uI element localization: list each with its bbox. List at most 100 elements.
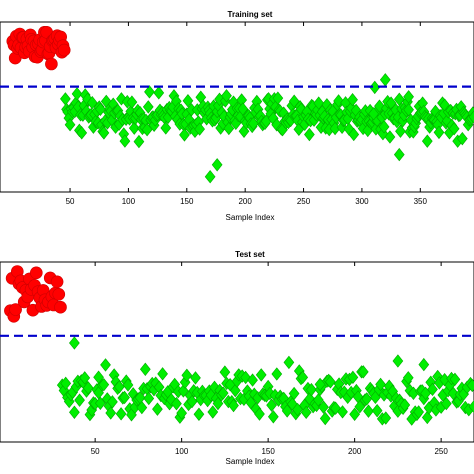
x-tick-label: 350 (414, 197, 428, 206)
green-diamond-point (142, 100, 154, 114)
green-diamond-point (69, 336, 80, 350)
x-tick-label: 250 (434, 447, 448, 456)
x-tick-label: 100 (122, 197, 136, 206)
red-circle-point (57, 43, 71, 57)
green-diamond-point (223, 121, 235, 136)
green-diamond-point (384, 130, 396, 144)
x-tick-label: 300 (355, 197, 369, 206)
green-diamond-point (347, 370, 359, 385)
x-tick-label: 250 (297, 197, 311, 206)
green-diamond-point (193, 407, 205, 421)
green-diamond-point (228, 398, 239, 413)
green-diamond-point (74, 393, 85, 407)
green-diamond-point (313, 96, 325, 110)
green-diamond-point (221, 89, 232, 103)
green-diamond-point (413, 405, 424, 419)
green-diamond-point (171, 396, 182, 411)
green-diamond-point (314, 377, 326, 392)
green-diamond-point (363, 404, 374, 418)
red-circle-point (50, 275, 64, 289)
green-diamond-point (144, 85, 155, 99)
green-diamond-point (449, 372, 461, 387)
red-circle-point (29, 266, 43, 280)
green-diamond-point (468, 110, 474, 124)
green-diamond-point (217, 386, 229, 400)
green-diamond-point (354, 400, 366, 414)
green-diamond-point (160, 121, 172, 135)
training-set-title: Training set (228, 10, 273, 19)
green-diamond-point (319, 411, 331, 426)
green-diamond-point (93, 370, 104, 384)
test-set-title: Test set (235, 250, 265, 259)
green-diamond-point (179, 128, 190, 142)
green-diamond-point (393, 147, 405, 162)
green-diamond-point (440, 396, 452, 411)
green-diamond-point (304, 127, 315, 142)
green-diamond-point (115, 407, 127, 421)
green-diamond-point (86, 96, 98, 110)
green-diamond-point (348, 127, 360, 142)
green-diamond-point (247, 373, 258, 387)
green-diamond-point (211, 158, 223, 172)
green-diamond-point (380, 411, 392, 425)
green-diamond-point (421, 410, 433, 425)
green-diamond-point (165, 392, 177, 407)
green-diamond-point (94, 396, 106, 410)
green-diamond-point (126, 95, 138, 109)
green-diamond-point (182, 94, 194, 108)
green-diamond-point (64, 118, 76, 132)
green-diamond-point (466, 378, 474, 393)
green-diamond-point (152, 402, 163, 416)
green-diamond-point (403, 103, 414, 117)
red-circle-point (52, 287, 66, 301)
x-tick-label: 50 (66, 197, 75, 206)
green-diamond-point (95, 102, 106, 116)
green-diamond-point (133, 134, 145, 149)
green-diamond-point (288, 386, 300, 401)
green-diamond-point (267, 410, 279, 424)
green-diamond-point (139, 362, 151, 376)
green-diamond-point (181, 368, 193, 382)
test-marks (0, 265, 474, 426)
green-diamond-point (368, 107, 379, 121)
green-diamond-point (333, 94, 344, 108)
green-diamond-point (418, 357, 430, 372)
test-set-panel: Test set 50 100 150 200 250 Sample Index (0, 250, 474, 466)
green-diamond-point (306, 382, 317, 397)
green-diamond-point (283, 355, 295, 370)
green-diamond-point (71, 87, 83, 101)
red-circle-point (9, 303, 22, 316)
green-diamond-point (204, 170, 216, 184)
green-diamond-point (337, 405, 348, 419)
test-x-axis-label: Sample Index (226, 457, 275, 466)
green-diamond-point (176, 406, 187, 420)
green-diamond-point (136, 400, 148, 415)
green-diamond-point (254, 407, 265, 421)
green-diamond-point (392, 354, 404, 368)
green-diamond-point (60, 376, 72, 391)
green-diamond-point (128, 121, 140, 135)
green-diamond-point (100, 358, 111, 372)
green-diamond-point (427, 382, 438, 397)
green-diamond-point (297, 370, 309, 385)
green-diamond-point (402, 371, 414, 385)
green-diamond-point (76, 126, 88, 140)
green-diamond-point (318, 400, 329, 414)
green-diamond-point (456, 131, 468, 146)
green-diamond-point (371, 403, 383, 418)
x-tick-label: 200 (348, 447, 362, 456)
red-circle-point (45, 57, 58, 71)
green-diamond-point (240, 370, 251, 385)
green-diamond-point (238, 124, 250, 138)
green-diamond-point (157, 367, 168, 381)
green-diamond-point (433, 125, 445, 140)
green-diamond-point (403, 90, 414, 104)
green-diamond-point (271, 367, 283, 381)
training-x-axis-label: Sample Index (226, 213, 275, 222)
green-diamond-point (69, 405, 80, 419)
green-diamond-point (325, 375, 336, 389)
green-diamond-point (375, 377, 386, 392)
green-diamond-point (219, 365, 231, 379)
green-diamond-point (347, 93, 358, 107)
green-diamond-point (378, 120, 390, 134)
